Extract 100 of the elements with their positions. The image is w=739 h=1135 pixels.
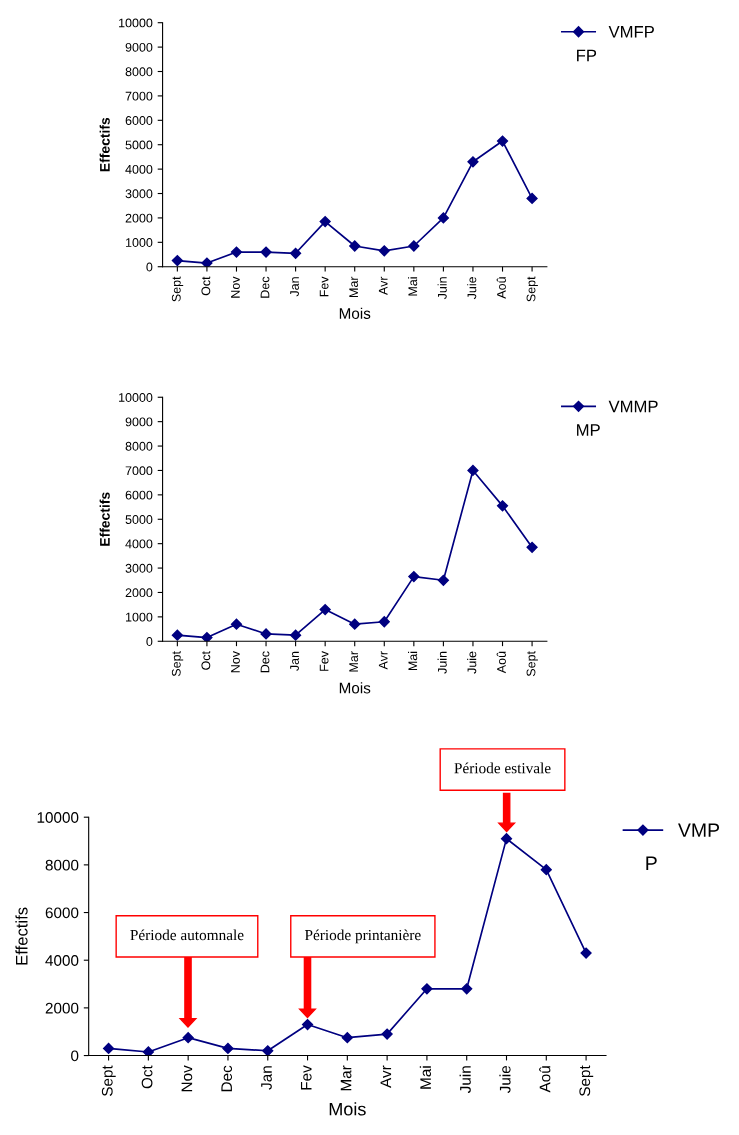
x-tick-label: Oct — [141, 1065, 153, 1089]
x-tick-label: Fev — [300, 1065, 312, 1090]
point — [319, 215, 331, 228]
x-tick-label: Sept — [101, 1065, 116, 1096]
x-tick-label: Aoû — [539, 1066, 551, 1093]
point — [437, 212, 450, 224]
x-tick-label: Sept — [526, 651, 538, 677]
point — [102, 1042, 115, 1055]
y-tick-label: 2000 — [125, 588, 153, 598]
x-tick-label: Mai — [408, 277, 418, 296]
x-tick-label: Sept — [171, 276, 184, 302]
y-tick-label: 2000 — [45, 1002, 79, 1014]
x-tick-label: Oct — [201, 651, 211, 670]
y-tick-label: 10000 — [37, 812, 79, 823]
x-axis-title: Mois — [339, 682, 371, 694]
point — [182, 1032, 194, 1044]
point — [540, 864, 552, 876]
y-tick-label: 7000 — [125, 466, 153, 476]
x-tick-label: Jan — [290, 651, 299, 671]
text: FP — [577, 49, 597, 62]
point — [349, 240, 361, 252]
x-tick-label: Sept — [579, 1065, 594, 1096]
y-tick-label: 8000 — [125, 67, 153, 77]
x-tick-label: Juin — [459, 1066, 471, 1094]
y-tick-label: 4000 — [125, 539, 153, 549]
x-tick-label: Juie — [499, 1065, 511, 1094]
legend-label: VMMP — [608, 400, 658, 413]
x-tick-label: Avr — [380, 1065, 392, 1088]
point — [201, 257, 213, 267]
point — [341, 1032, 353, 1044]
x-tick-label: Mar — [349, 651, 359, 672]
y-tick-label: 1000 — [126, 612, 153, 622]
y-tick-label: 6000 — [45, 907, 79, 919]
x-tick-label: Sept — [171, 651, 184, 677]
x-tick-label: Juie — [467, 651, 477, 674]
point — [496, 135, 509, 147]
text: Période estivale — [454, 762, 551, 774]
x-tick-label: Jan — [290, 277, 299, 297]
x-tick-label: Mai — [408, 651, 418, 671]
point — [461, 983, 473, 995]
y-tick-label: 9000 — [125, 42, 153, 52]
point — [437, 574, 450, 586]
x-tick-label: Mar — [349, 276, 359, 297]
point — [496, 500, 509, 512]
point — [378, 245, 390, 257]
y-tick-label: 6000 — [125, 490, 153, 500]
annotation: Période automnale — [130, 929, 244, 941]
x-tick-label: Nov — [231, 651, 240, 673]
legend-label: VMFP — [608, 26, 654, 38]
x-tick-label: Aoû — [496, 277, 506, 299]
legend-label: VMP — [678, 823, 720, 837]
x-tick-label: Dec — [260, 651, 270, 673]
x-tick-label: Nov — [231, 276, 240, 298]
y-tick-label: 5000 — [125, 140, 153, 150]
point — [421, 983, 433, 995]
x-tick-label: Aoû — [496, 651, 506, 674]
y-tick-label: 2000 — [125, 213, 153, 223]
y-tick-label: 6000 — [125, 116, 153, 125]
point — [526, 192, 538, 205]
point — [349, 618, 361, 630]
point — [262, 1045, 274, 1056]
point — [171, 629, 183, 641]
x-tick-label: Juie — [467, 277, 477, 300]
y-tick-label: 8000 — [45, 859, 79, 871]
point — [580, 947, 592, 959]
point — [526, 541, 538, 553]
point — [378, 616, 390, 628]
x-tick-label: Avr — [378, 276, 388, 295]
y-tick-label: 10000 — [119, 18, 153, 28]
point — [142, 1046, 154, 1056]
x-tick-label: Fev — [319, 651, 329, 671]
point — [260, 246, 272, 258]
y-tick-label: 3000 — [125, 189, 153, 199]
x-tick-label: Mai — [419, 1066, 432, 1089]
x-axis-title: Mois — [339, 307, 371, 319]
x-tick-label: Juin — [437, 651, 447, 674]
y-tick-label: 4000 — [45, 955, 79, 966]
point — [222, 1042, 234, 1055]
y-axis-title: Effectifs — [99, 492, 110, 546]
point — [230, 618, 243, 630]
point — [467, 156, 479, 168]
y-tick-label: 9000 — [125, 417, 153, 427]
y-tick-label: 4000 — [125, 164, 153, 174]
point — [171, 255, 183, 267]
x-tick-label: Sept — [526, 276, 538, 302]
point — [230, 246, 243, 258]
x-tick-label: Fev — [319, 276, 329, 297]
y-axis-title: Effectifs — [15, 907, 28, 965]
y-tick-label: 0 — [71, 1050, 79, 1062]
annotation: Période printanière — [304, 929, 421, 944]
y-tick-label: 8000 — [125, 441, 153, 451]
x-tick-label: Dec — [260, 276, 270, 298]
point — [301, 1018, 314, 1031]
x-tick-label: Juin — [437, 277, 447, 300]
y-axis-title: Effectifs — [99, 117, 110, 172]
point — [201, 632, 213, 642]
point — [381, 1028, 393, 1040]
y-tick-label: 0 — [146, 262, 153, 272]
point — [467, 464, 479, 477]
y-tick-label: 1000 — [126, 238, 153, 247]
